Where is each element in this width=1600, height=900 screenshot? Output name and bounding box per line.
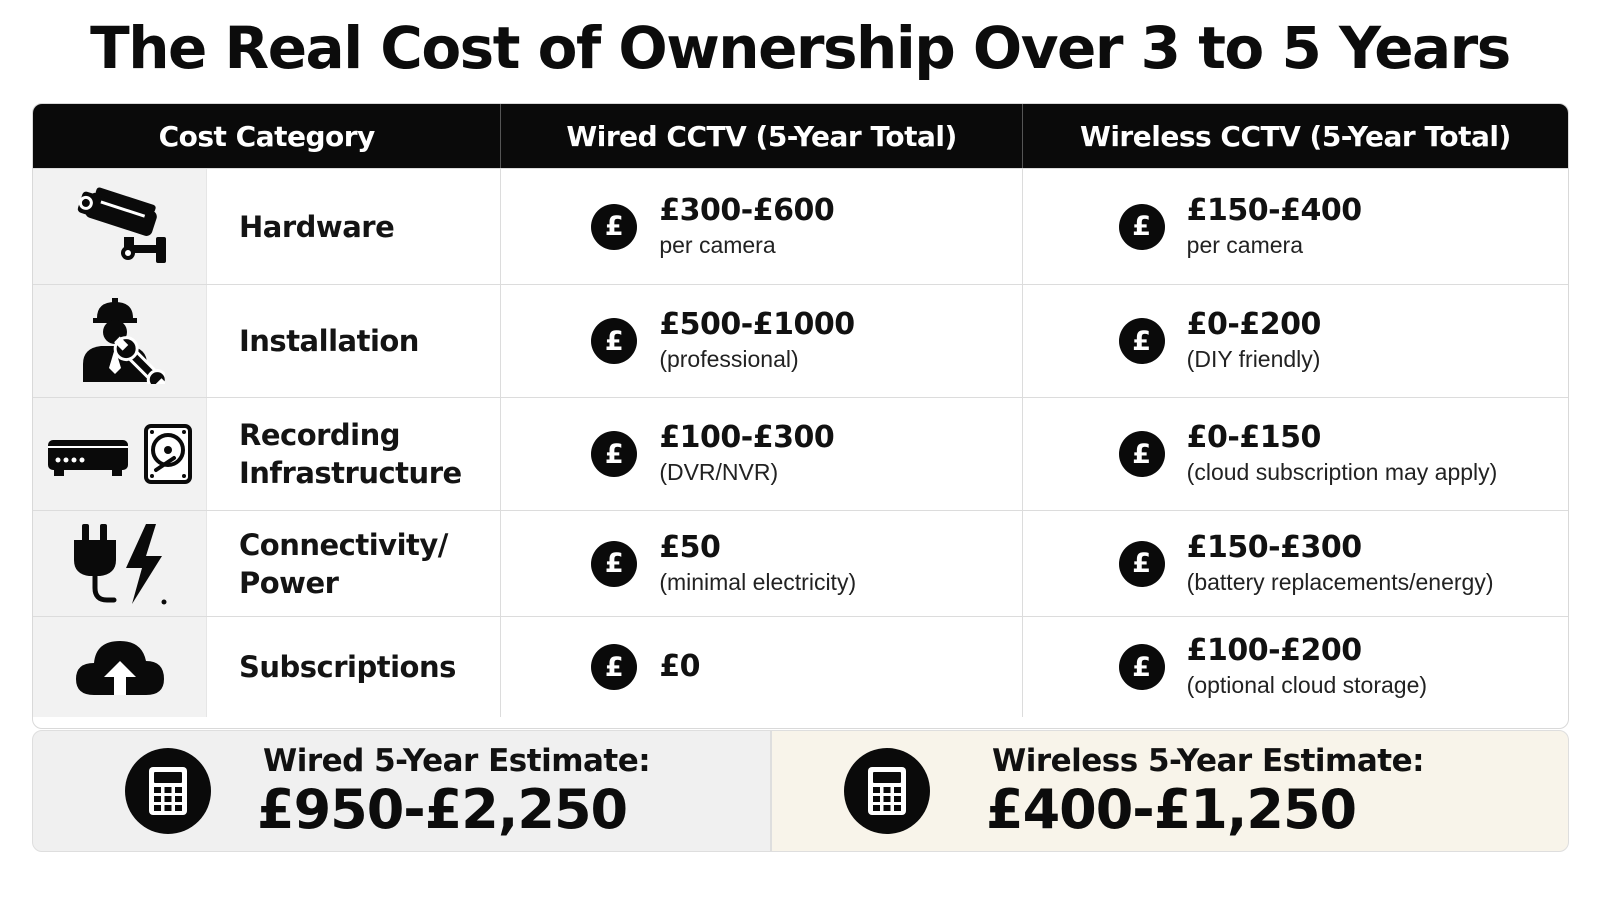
wired-estimate-label: Wired 5-Year Estimate: xyxy=(263,743,651,779)
wired-value-cell: £ £300-£600 per camera xyxy=(500,169,1021,284)
pound-icon: £ xyxy=(591,540,638,587)
wireless-note: (cloud subscription may apply) xyxy=(1186,459,1498,485)
calculator-icon xyxy=(125,748,211,834)
cost-table: Cost Category Wired CCTV (5-Year Total) … xyxy=(32,103,1569,729)
pound-icon: £ xyxy=(1118,318,1165,364)
cctv-camera-icon xyxy=(33,169,207,284)
plug-lightning-icon xyxy=(33,511,207,616)
category-cell: Connectivity/ Power xyxy=(33,511,500,616)
cloud-upload-icon xyxy=(33,617,207,717)
table-header: Cost Category Wired CCTV (5-Year Total) … xyxy=(33,104,1568,168)
wired-amount: £300-£600 xyxy=(659,192,835,228)
wired-estimate-panel: Wired 5-Year Estimate: £950-£2,250 xyxy=(32,730,771,852)
table-row: Recording Infrastructure £ £100-£300 (DV… xyxy=(33,397,1568,510)
pound-icon: £ xyxy=(591,644,638,690)
wireless-value-cell: £ £100-£200 (optional cloud storage) xyxy=(1021,617,1568,717)
category-cell: Subscriptions xyxy=(33,617,500,717)
calculator-icon xyxy=(844,748,930,834)
pound-icon: £ xyxy=(1118,644,1165,690)
category-label: Connectivity/ Power xyxy=(239,527,448,600)
wired-note: per camera xyxy=(659,231,776,258)
wired-amount: £100-£300 xyxy=(659,420,835,455)
table-row: Hardware £ £300-£600 per camera £ £150-£… xyxy=(33,168,1568,284)
wired-note: (minimal electricity) xyxy=(659,568,857,595)
pound-icon: £ xyxy=(591,431,638,477)
pound-icon: £ xyxy=(1118,203,1165,250)
wired-amount: £0 xyxy=(659,649,701,684)
wireless-note: (DIY friendly) xyxy=(1186,346,1321,372)
wireless-amount: £100-£200 xyxy=(1186,633,1362,668)
category-label: Subscriptions xyxy=(239,650,456,684)
category-cell: Recording Infrastructure xyxy=(33,398,500,510)
wired-amount: £50 xyxy=(659,529,721,565)
wireless-value-cell: £ £0-£150 (cloud subscription may apply) xyxy=(1021,398,1568,510)
wireless-estimate-panel: Wireless 5-Year Estimate: £400-£1,250 xyxy=(771,730,1569,852)
pound-icon: £ xyxy=(1118,431,1165,477)
wireless-amount: £0-£150 xyxy=(1186,420,1322,455)
table-row: Connectivity/ Power £ £50 (minimal elect… xyxy=(33,510,1568,616)
wireless-amount: £150-£400 xyxy=(1186,192,1362,228)
wireless-amount: £150-£300 xyxy=(1186,529,1362,565)
pound-icon: £ xyxy=(591,318,638,364)
header-wired: Wired CCTV (5-Year Total) xyxy=(500,104,1021,168)
recorder-harddrive-icon xyxy=(33,398,207,510)
category-label: Installation xyxy=(239,324,419,358)
wired-value-cell: £ £0 xyxy=(500,617,1021,717)
pound-icon: £ xyxy=(1118,540,1165,587)
category-label: Hardware xyxy=(239,209,395,244)
wireless-estimate-value: £400-£1,250 xyxy=(986,778,1357,841)
wireless-note: (battery replacements/energy) xyxy=(1186,568,1494,595)
pound-icon: £ xyxy=(591,203,638,250)
category-cell: Installation xyxy=(33,285,500,397)
wireless-value-cell: £ £150-£400 per camera xyxy=(1021,169,1568,284)
wired-value-cell: £ £500-£1000 (professional) xyxy=(500,285,1021,397)
page-title: The Real Cost of Ownership Over 3 to 5 Y… xyxy=(90,14,1511,82)
technician-wrench-icon xyxy=(33,285,207,397)
table-row: Subscriptions £ £0 £ £100-£200 (optional… xyxy=(33,616,1568,717)
wireless-note: per camera xyxy=(1186,231,1303,258)
wired-estimate-value: £950-£2,250 xyxy=(257,778,628,841)
category-label: Recording Infrastructure xyxy=(239,418,462,490)
wireless-amount: £0-£200 xyxy=(1186,307,1322,342)
wireless-note: (optional cloud storage) xyxy=(1186,672,1428,698)
header-wireless: Wireless CCTV (5-Year Total) xyxy=(1021,104,1568,168)
wireless-estimate-label: Wireless 5-Year Estimate: xyxy=(992,743,1425,779)
header-cost-category: Cost Category xyxy=(158,119,376,153)
wired-amount: £500-£1000 xyxy=(659,307,855,342)
wired-note: (professional) xyxy=(659,346,799,372)
wireless-value-cell: £ £0-£200 (DIY friendly) xyxy=(1021,285,1568,397)
category-cell: Hardware xyxy=(33,169,500,284)
wired-note: (DVR/NVR) xyxy=(659,459,779,485)
wireless-value-cell: £ £150-£300 (battery replacements/energy… xyxy=(1021,511,1568,616)
table-row: Installation £ £500-£1000 (professional)… xyxy=(33,284,1568,397)
wired-value-cell: £ £50 (minimal electricity) xyxy=(500,511,1021,616)
wired-value-cell: £ £100-£300 (DVR/NVR) xyxy=(500,398,1021,510)
